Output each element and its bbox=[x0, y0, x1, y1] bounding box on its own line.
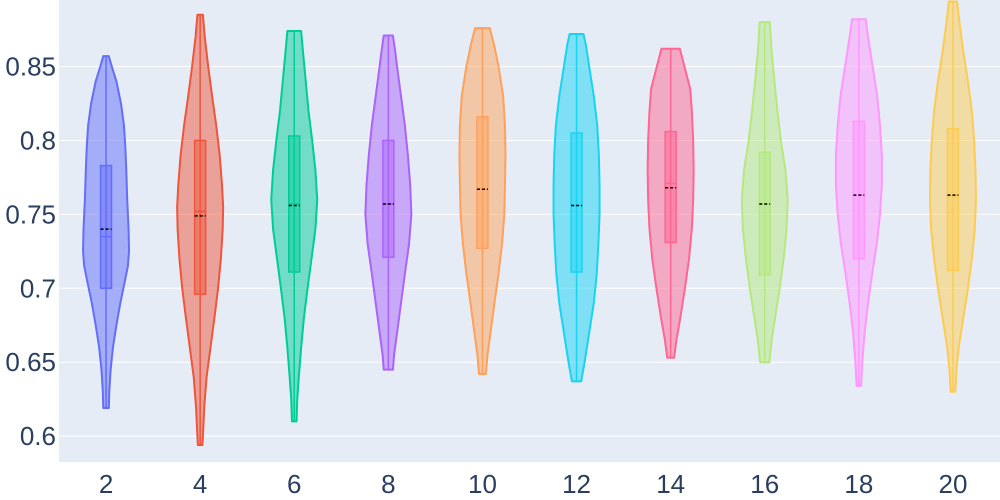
violin-box bbox=[570, 132, 583, 273]
x-tick-label: 16 bbox=[750, 469, 779, 499]
y-tick-label: 0.7 bbox=[20, 273, 56, 303]
y-tick-label: 0.6 bbox=[20, 421, 56, 451]
x-tick-label: 14 bbox=[656, 469, 685, 499]
violin-18 bbox=[834, 18, 883, 387]
violin-box bbox=[946, 127, 960, 272]
violin-box bbox=[382, 139, 395, 258]
violin-2 bbox=[82, 55, 131, 410]
violin-8 bbox=[364, 34, 413, 371]
violin-4 bbox=[176, 13, 225, 446]
x-tick-label: 2 bbox=[99, 469, 113, 499]
violin-10 bbox=[458, 27, 507, 376]
y-axis-ticks: 0.6 0.65 0.7 0.75 0.8 0.85 bbox=[5, 52, 56, 452]
x-tick-label: 4 bbox=[193, 469, 207, 499]
violin-12 bbox=[552, 33, 601, 383]
x-tick-label: 12 bbox=[562, 469, 591, 499]
x-tick-label: 20 bbox=[938, 469, 967, 499]
violin-20 bbox=[928, 0, 977, 393]
violins bbox=[82, 0, 977, 446]
violin-box bbox=[99, 164, 113, 290]
violin-box bbox=[193, 139, 207, 295]
y-tick-label: 0.8 bbox=[20, 125, 56, 155]
x-tick-label: 8 bbox=[381, 469, 395, 499]
x-tick-label: 10 bbox=[468, 469, 497, 499]
violin-14 bbox=[646, 47, 695, 359]
y-tick-label: 0.75 bbox=[5, 199, 56, 229]
x-axis-ticks: 2 4 6 8 10 12 14 16 18 20 bbox=[99, 469, 968, 499]
violin-box bbox=[758, 151, 771, 276]
violin-6 bbox=[270, 30, 319, 423]
y-tick-label: 0.65 bbox=[5, 347, 56, 377]
x-tick-label: 6 bbox=[287, 469, 301, 499]
violin-box bbox=[476, 116, 489, 250]
x-tick-label: 18 bbox=[844, 469, 873, 499]
y-tick-label: 0.85 bbox=[5, 52, 56, 82]
violin-16 bbox=[740, 21, 789, 364]
violin-box bbox=[852, 120, 866, 260]
